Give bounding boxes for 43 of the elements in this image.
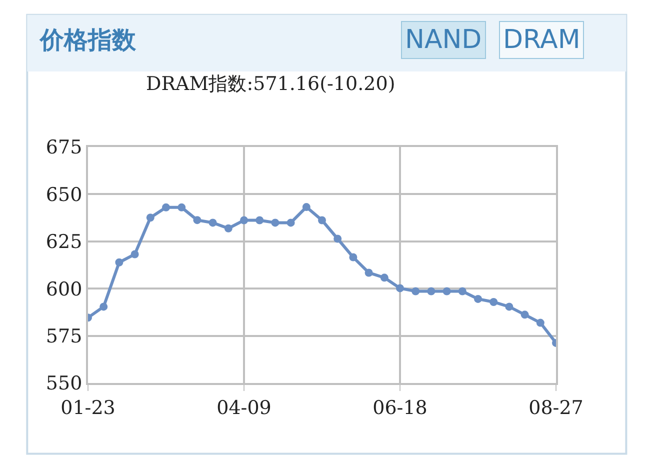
point	[115, 258, 124, 266]
point	[442, 287, 451, 296]
point	[520, 310, 529, 319]
point	[396, 284, 404, 292]
y-tick-label: 650	[46, 184, 82, 206]
point	[380, 274, 388, 282]
point	[505, 302, 514, 311]
point	[100, 302, 108, 311]
point	[256, 216, 264, 224]
text: DRAM	[503, 25, 580, 55]
point	[302, 203, 310, 212]
point	[286, 218, 295, 227]
point	[130, 250, 139, 258]
point	[162, 203, 170, 212]
y-tick-label: 675	[46, 136, 82, 159]
point	[271, 218, 280, 227]
x-tick-label: 08-27	[528, 396, 584, 419]
chart-subtitle: DRAM指数:571.16(-10.20)	[146, 73, 396, 95]
point	[412, 287, 420, 296]
y-tick-label: 550	[46, 372, 82, 395]
point	[193, 216, 202, 224]
point	[146, 214, 154, 222]
chart-title: 价格指数	[39, 26, 137, 54]
point	[349, 253, 358, 262]
x-tick-label: 04-09	[216, 396, 272, 419]
x-tick-label: 01-23	[60, 396, 116, 419]
point	[474, 294, 482, 303]
y-tick-label: 600	[46, 278, 82, 300]
y-tick-label: 625	[46, 231, 82, 254]
point	[318, 216, 326, 224]
y-tick-label: 575	[46, 325, 82, 348]
point	[178, 203, 186, 212]
point	[536, 318, 544, 327]
point	[240, 216, 248, 224]
point	[458, 287, 466, 296]
point	[490, 298, 498, 306]
point	[334, 234, 342, 243]
point	[364, 268, 373, 277]
x-tick-label: 06-18	[372, 396, 428, 419]
point	[427, 287, 436, 296]
point	[224, 224, 232, 232]
text: NAND	[405, 25, 482, 55]
point	[208, 218, 217, 227]
